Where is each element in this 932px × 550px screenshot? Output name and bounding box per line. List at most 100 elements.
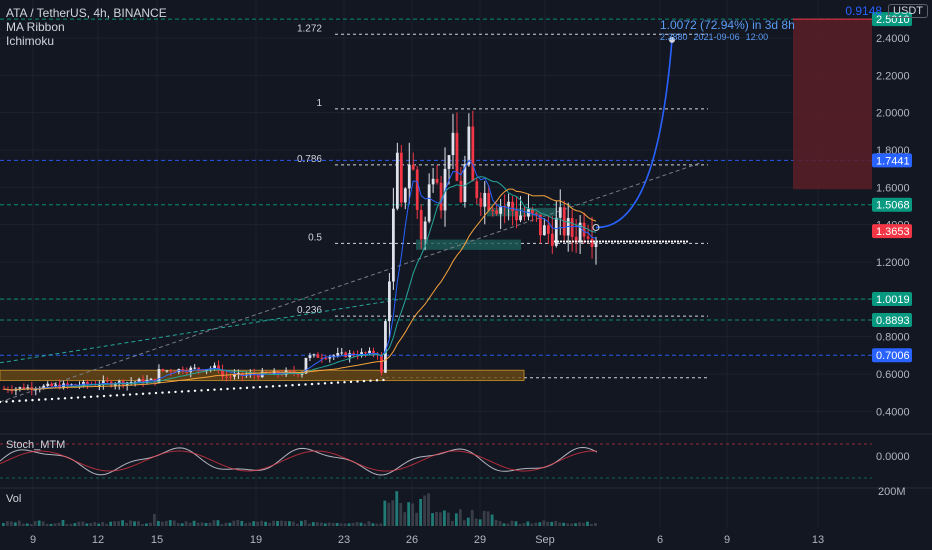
cloud-dot (553, 240, 557, 243)
volume-bar (542, 520, 546, 526)
candle (570, 218, 574, 237)
volume-bar (212, 520, 216, 526)
fib-label: 0.786 (297, 154, 322, 165)
indicator-ma-ribbon[interactable]: MA Ribbon (6, 20, 65, 34)
volume-bar (61, 520, 65, 526)
volume-bar (399, 502, 403, 526)
candle (137, 379, 141, 382)
volume-bar (562, 522, 566, 526)
candle (395, 152, 399, 209)
candle (66, 383, 69, 385)
candle (324, 358, 328, 360)
vol-label[interactable]: Vol (6, 493, 22, 505)
cloud-dot (128, 393, 132, 396)
candle (475, 181, 479, 199)
volume-bar (530, 523, 534, 526)
candle (308, 355, 312, 358)
candle (515, 210, 518, 221)
x-tick-label: 19 (250, 534, 262, 546)
volume-bar (478, 519, 482, 526)
price-tags: 2.50101.74411.50681.36531.00190.88930.70… (872, 12, 912, 363)
candle (372, 350, 375, 355)
y-tick-label: 1.6000 (876, 182, 910, 194)
volume-bar (252, 521, 256, 526)
candle (205, 369, 209, 371)
volume-bar (566, 523, 569, 526)
volume-bar (335, 523, 339, 526)
indicator-ichimoku[interactable]: Ichimoku (6, 34, 55, 48)
volume-bar (196, 522, 200, 526)
candle (582, 222, 586, 237)
volume-bar (77, 521, 81, 526)
x-tick-label: 9 (30, 534, 36, 546)
volume-bar (149, 522, 152, 526)
cloud-dot (232, 387, 236, 390)
volume-bar (375, 523, 379, 526)
y-tick-label: 0.4000 (876, 406, 910, 418)
ichimoku-box (487, 207, 557, 217)
volume-bar (311, 522, 315, 526)
candle (455, 132, 459, 181)
volume-bar (558, 522, 562, 526)
cloud-dot (595, 240, 599, 243)
currency-button[interactable]: USDT (888, 4, 928, 18)
projection-sub: 2.3880 2021-09-06 12:00 (660, 32, 774, 42)
volume-bar (474, 518, 478, 526)
volume-bar (81, 521, 85, 526)
cloud-dot (682, 240, 686, 243)
volume-bar (2, 523, 5, 526)
volume-bar (13, 522, 17, 526)
candle (86, 381, 89, 385)
volume-bar (272, 520, 275, 526)
volume-bar (411, 503, 415, 526)
volume-bar (188, 522, 192, 526)
projection-time: 12:00 (745, 32, 769, 42)
candle (495, 210, 499, 214)
cloud-dot (574, 240, 578, 243)
candle (411, 164, 415, 170)
candle (272, 371, 276, 374)
volume-bar (93, 522, 97, 526)
trend-line (0, 298, 401, 364)
cloud-dot (252, 386, 255, 389)
volume-bar (395, 491, 399, 526)
candle (554, 217, 558, 246)
candle (499, 205, 503, 214)
volume-bar (363, 523, 367, 526)
cloud-dot (577, 240, 581, 243)
candle (320, 357, 324, 359)
candle (312, 354, 316, 356)
volume-bar (168, 520, 172, 526)
candle (590, 238, 594, 247)
symbol-title[interactable]: ATA / TetherUS, 4h, BINANCE (6, 6, 167, 20)
ma-line-green (3, 176, 597, 391)
volume-bar (184, 521, 188, 526)
volume-bar (180, 523, 184, 526)
volume-bar (121, 520, 124, 526)
projection-target: 2.3880 (660, 32, 688, 42)
cloud-dot (592, 240, 596, 243)
candle (22, 387, 26, 390)
cloud-dot (382, 378, 385, 382)
volume-bar (228, 522, 232, 526)
volume-bar (156, 520, 160, 526)
cloud-dot (278, 384, 281, 388)
volume-bar (248, 522, 252, 526)
cloud-dot (362, 379, 366, 383)
cloud-dot (122, 393, 125, 397)
candle (169, 370, 173, 372)
volume-bar (506, 523, 510, 526)
cloud-dot (141, 392, 145, 395)
volume-bar (49, 523, 53, 526)
cloud-dot (655, 240, 659, 243)
cloud-dot (565, 240, 569, 243)
cloud-dot (598, 240, 602, 243)
candle (550, 233, 554, 246)
candle (435, 178, 439, 183)
projection-date: 2021-09-06 (693, 32, 740, 42)
volume-bar (145, 523, 148, 526)
stoch-label[interactable]: Stoch_MTM (6, 439, 66, 451)
volume-bar (192, 520, 196, 526)
price-tag: 1.0019 (876, 294, 910, 306)
